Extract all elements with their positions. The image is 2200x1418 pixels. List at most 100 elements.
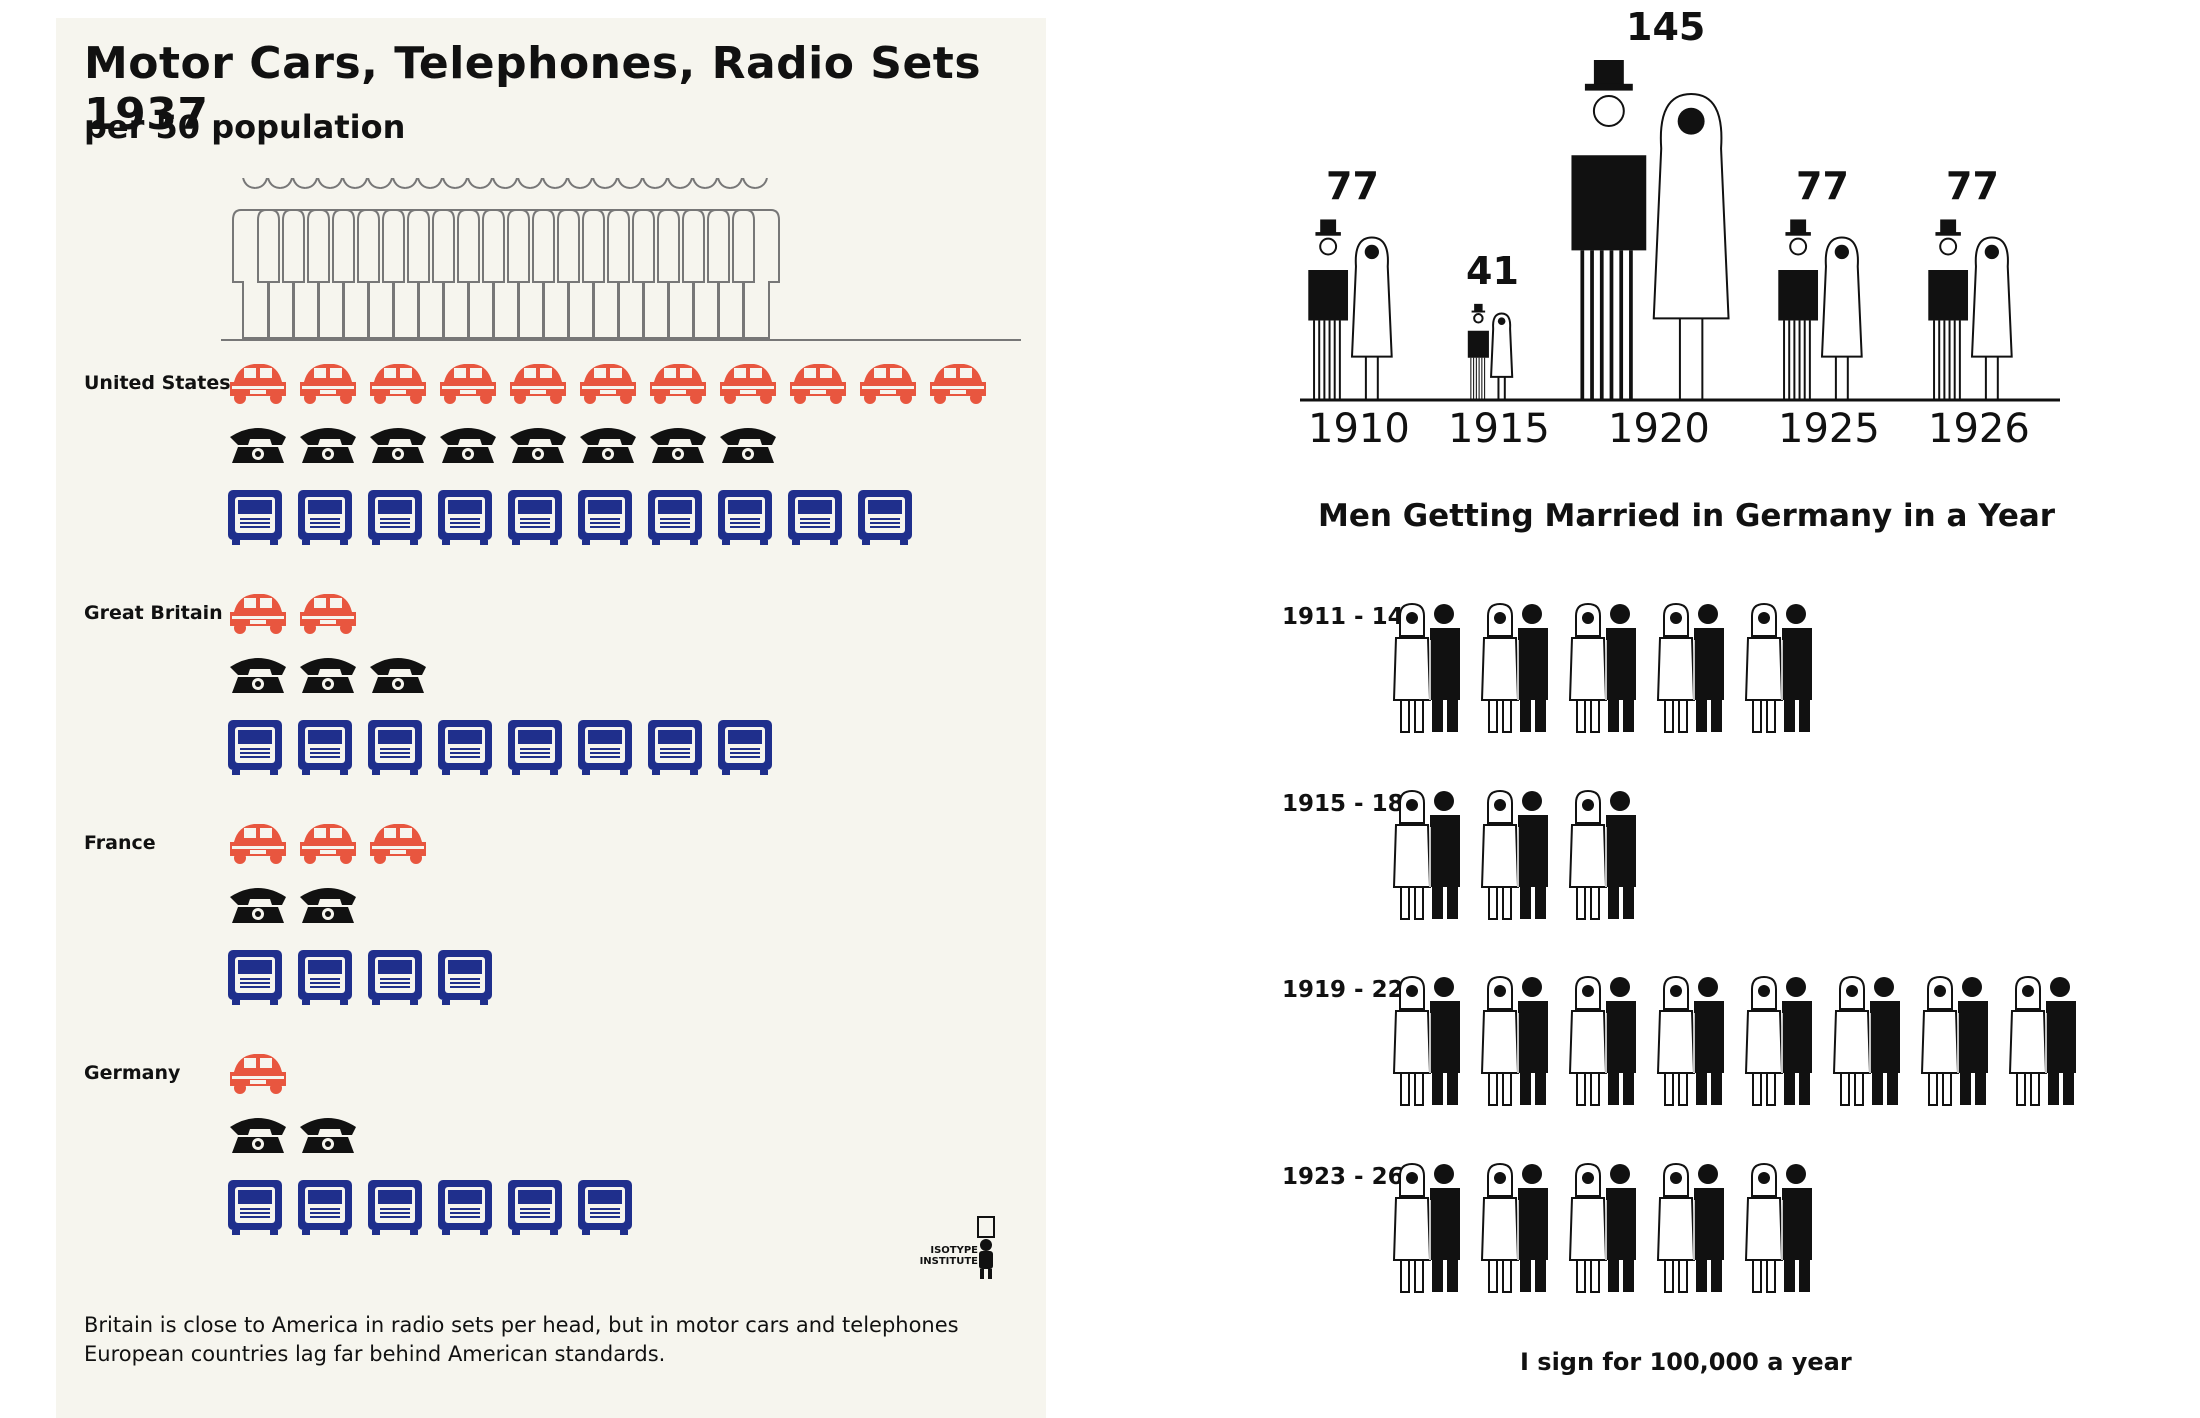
caption-line-2: European countries lag far behind Americ… xyxy=(84,1342,666,1366)
person-outline-icon xyxy=(332,178,380,339)
telephone-icon xyxy=(300,658,356,693)
married-couple-icon xyxy=(1392,789,1460,920)
radio-row-germany xyxy=(226,1178,1026,1240)
telephone-icon xyxy=(230,1118,286,1153)
year-label-1926: 1926 xyxy=(1928,406,2030,452)
year-label-1910: 1910 xyxy=(1308,406,1410,452)
radio-icon xyxy=(508,1180,562,1235)
radio-icon xyxy=(788,490,842,545)
married-couple-icon xyxy=(1656,1162,1724,1293)
period-label-1915-18: 1915 - 18 xyxy=(1282,791,1404,817)
married-couple-icon xyxy=(1744,975,1812,1106)
telephone-icon xyxy=(300,428,356,463)
person-outline-icon xyxy=(632,178,680,339)
radio-icon xyxy=(858,490,912,545)
married-couple-icon xyxy=(1744,602,1812,733)
country-label-france: France xyxy=(84,832,156,854)
radio-row-france xyxy=(226,948,1026,1010)
value-label-1910: 77 xyxy=(1326,164,1379,209)
car-icon xyxy=(230,594,286,634)
telephone-icon xyxy=(440,428,496,463)
couple-row-1915-18 xyxy=(1392,787,2092,927)
radio-row-united-states xyxy=(226,488,1026,550)
radio-icon xyxy=(508,720,562,775)
person-outline-icon xyxy=(607,178,655,339)
telephone-icon xyxy=(230,658,286,693)
person-outline-icon xyxy=(507,178,555,339)
radio-icon xyxy=(298,950,352,1005)
telephone-icon xyxy=(370,658,426,693)
married-couple-icon xyxy=(1480,789,1548,920)
telephone-row-great-britain xyxy=(226,653,1026,715)
telephone-row-germany xyxy=(226,1113,1026,1175)
married-couple-icon xyxy=(1920,975,1988,1106)
radio-icon xyxy=(718,720,772,775)
telephone-icon xyxy=(300,1118,356,1153)
radio-icon xyxy=(578,490,632,545)
value-label-1920: 145 xyxy=(1626,5,1706,49)
car-icon xyxy=(230,364,286,404)
car-icon xyxy=(510,364,566,404)
car-icon xyxy=(300,594,356,634)
radio-icon xyxy=(578,720,632,775)
radio-icon xyxy=(228,490,282,545)
period-label-1911-14: 1911 - 14 xyxy=(1282,604,1404,630)
car-icon xyxy=(930,364,986,404)
radio-icon xyxy=(438,720,492,775)
telephone-icon xyxy=(230,888,286,923)
telephone-row-france xyxy=(226,883,1026,945)
radio-icon xyxy=(228,950,282,1005)
value-label-1926: 77 xyxy=(1946,164,1999,209)
year-label-1915: 1915 xyxy=(1448,406,1550,452)
car-icon xyxy=(720,364,776,404)
person-outline-icon xyxy=(407,178,455,339)
groom-bride-couple-icon xyxy=(1928,219,2013,400)
person-outline-icon xyxy=(682,178,730,339)
period-label-1919-22: 1919 - 22 xyxy=(1282,977,1404,1003)
radio-icon xyxy=(228,1180,282,1235)
person-outline-icon xyxy=(382,178,430,339)
right-chart-legend: I sign for 100,000 a year xyxy=(1520,1348,1852,1376)
married-couple-icon xyxy=(1568,1162,1636,1293)
telephone-icon xyxy=(230,428,286,463)
person-outline-icon xyxy=(557,178,605,339)
telephone-icon xyxy=(510,428,566,463)
logo-text-line-1: ISOTYPE xyxy=(930,1245,978,1256)
telephone-icon xyxy=(370,428,426,463)
married-couple-icon xyxy=(1392,1162,1460,1293)
telephone-icon xyxy=(650,428,706,463)
car-icon xyxy=(860,364,916,404)
person-outline-icon xyxy=(657,178,705,339)
couple-row-1911-14 xyxy=(1392,600,2092,740)
married-couple-icon xyxy=(1392,975,1460,1106)
period-label-1923-26: 1923 - 26 xyxy=(1282,1164,1404,1190)
logo-figure-icon xyxy=(977,1216,995,1279)
car-icon xyxy=(300,824,356,864)
groom-bride-couple-icon xyxy=(1308,219,1393,400)
radio-icon xyxy=(368,490,422,545)
radio-row-great-britain xyxy=(226,718,1026,780)
married-couple-icon xyxy=(1568,602,1636,733)
car-icon xyxy=(580,364,636,404)
radio-icon xyxy=(648,720,702,775)
telephone-icon xyxy=(580,428,636,463)
married-couple-icon xyxy=(1656,975,1724,1106)
married-couple-icon xyxy=(1392,602,1460,733)
country-label-great-britain: Great Britain xyxy=(84,602,223,624)
radio-icon xyxy=(508,490,562,545)
car-row-united-states xyxy=(226,358,1026,420)
car-row-germany xyxy=(226,1048,1026,1110)
radio-icon xyxy=(298,1180,352,1235)
car-row-france xyxy=(226,818,1026,880)
groom-bride-couple-icon xyxy=(1467,303,1514,400)
caption-line-1: Britain is close to America in radio set… xyxy=(84,1313,959,1337)
radio-icon xyxy=(228,720,282,775)
car-icon xyxy=(370,824,426,864)
married-couple-icon xyxy=(1744,1162,1812,1293)
couple-row-1923-26 xyxy=(1392,1160,2092,1300)
person-outline-icon xyxy=(232,178,280,339)
married-couple-icon xyxy=(1480,602,1548,733)
person-outline-icon xyxy=(307,178,355,339)
radio-icon xyxy=(298,490,352,545)
person-outline-icon xyxy=(457,178,505,339)
